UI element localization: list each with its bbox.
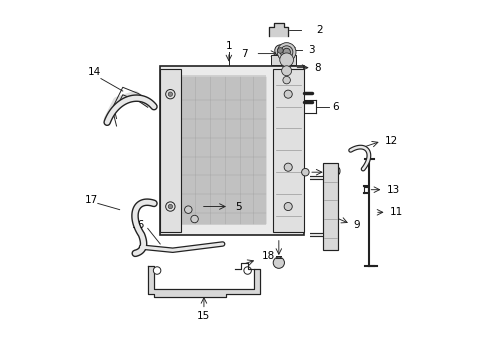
- Bar: [272, 69, 303, 231]
- Circle shape: [277, 48, 283, 53]
- Circle shape: [168, 204, 172, 209]
- Text: 6: 6: [331, 102, 338, 112]
- Text: 2: 2: [316, 25, 322, 35]
- Circle shape: [244, 267, 251, 274]
- Text: 16: 16: [131, 220, 145, 230]
- Polygon shape: [269, 23, 287, 36]
- Text: 8: 8: [314, 63, 321, 73]
- Circle shape: [168, 92, 172, 96]
- Circle shape: [280, 46, 292, 58]
- Text: 15: 15: [197, 311, 210, 321]
- Text: 3: 3: [308, 45, 314, 55]
- Text: 13: 13: [386, 185, 399, 195]
- Circle shape: [153, 267, 161, 274]
- Text: 12: 12: [384, 136, 397, 146]
- Text: 18: 18: [261, 252, 274, 261]
- Circle shape: [284, 202, 292, 211]
- Circle shape: [190, 215, 198, 223]
- Text: 5: 5: [235, 202, 241, 212]
- Text: 9: 9: [353, 220, 360, 230]
- Text: 4: 4: [275, 225, 282, 235]
- Circle shape: [281, 66, 291, 76]
- Text: 1: 1: [225, 41, 232, 51]
- Circle shape: [301, 168, 308, 176]
- Polygon shape: [147, 266, 260, 297]
- Text: 7: 7: [241, 49, 247, 59]
- Text: 10: 10: [328, 167, 341, 177]
- Circle shape: [184, 206, 192, 213]
- Text: 14: 14: [88, 67, 101, 77]
- Circle shape: [284, 90, 292, 98]
- Text: 17: 17: [85, 195, 98, 205]
- Bar: [270, 55, 295, 64]
- Text: 11: 11: [389, 207, 402, 217]
- Circle shape: [284, 163, 292, 171]
- Circle shape: [277, 43, 295, 62]
- Bar: [322, 163, 337, 250]
- Bar: [160, 66, 303, 235]
- Bar: [160, 69, 180, 231]
- Circle shape: [273, 257, 284, 268]
- Circle shape: [274, 45, 285, 56]
- Circle shape: [279, 53, 293, 67]
- Bar: [179, 76, 266, 225]
- Circle shape: [283, 76, 290, 84]
- Circle shape: [283, 48, 290, 56]
